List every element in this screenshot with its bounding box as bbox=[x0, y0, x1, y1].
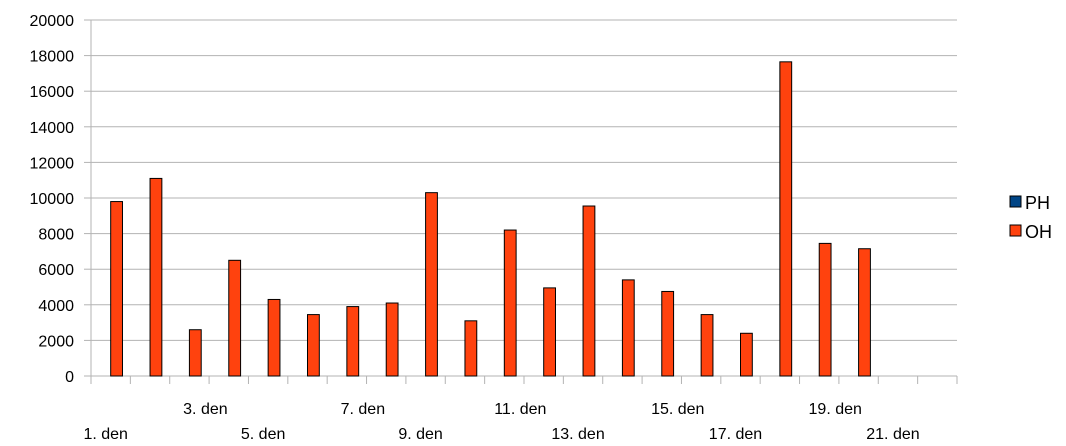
x-tick-label: 21. den bbox=[866, 426, 919, 441]
bar-oh bbox=[779, 61, 793, 377]
bar-oh bbox=[700, 314, 714, 377]
y-tick-label: 2000 bbox=[38, 333, 74, 350]
x-tick-label: 9. den bbox=[398, 426, 442, 441]
x-tick-label: 15. den bbox=[651, 401, 704, 418]
y-tick-label: 12000 bbox=[30, 155, 75, 172]
bar-oh bbox=[346, 306, 360, 377]
bar-oh bbox=[818, 242, 832, 377]
bar-oh bbox=[385, 302, 399, 377]
y-tick-label: 4000 bbox=[38, 298, 74, 315]
bar-oh bbox=[425, 192, 438, 377]
y-tick-label: 18000 bbox=[30, 49, 75, 66]
bar-oh bbox=[267, 298, 281, 377]
bar-oh bbox=[228, 259, 242, 377]
legend-label-oh: OH bbox=[1025, 222, 1052, 242]
bar-oh bbox=[858, 248, 871, 377]
legend-swatch-ph bbox=[1009, 195, 1022, 208]
legend-swatch-oh bbox=[1009, 224, 1022, 237]
legend-label-ph: PH bbox=[1025, 193, 1050, 213]
y-tick-label: 0 bbox=[65, 369, 74, 386]
legend: PH OH bbox=[1009, 193, 1052, 242]
y-tick-label: 14000 bbox=[30, 120, 75, 137]
x-tick-label: 17. den bbox=[709, 426, 762, 441]
bar-oh bbox=[307, 314, 320, 377]
bar-oh bbox=[110, 201, 123, 377]
x-tick-label: 5. den bbox=[241, 426, 285, 441]
x-tick-label: 3. den bbox=[183, 401, 227, 418]
x-tick-label: 7. den bbox=[341, 401, 385, 418]
y-tick-label: 10000 bbox=[30, 191, 75, 208]
bar-oh bbox=[582, 205, 596, 377]
y-tick-label: 6000 bbox=[38, 262, 74, 279]
tick-labels: 0 2000 4000 6000 8000 10000 12000 14000 16000 180… bbox=[30, 13, 920, 443]
x-tick-label: 13. den bbox=[551, 426, 604, 441]
x-tick-label: 19. den bbox=[809, 401, 862, 418]
x-tick-label: 1. den bbox=[83, 426, 127, 441]
bar-oh bbox=[543, 287, 556, 377]
bar-oh bbox=[464, 320, 478, 377]
bar-oh bbox=[740, 332, 753, 377]
bar-oh bbox=[188, 329, 202, 377]
y-tick-label: 20000 bbox=[30, 13, 75, 30]
bar-oh bbox=[661, 290, 675, 377]
bar-oh bbox=[503, 229, 517, 377]
x-tick-label: 11. den bbox=[494, 401, 546, 418]
bar-oh bbox=[149, 177, 163, 377]
bar-oh bbox=[621, 279, 635, 377]
bars bbox=[110, 61, 871, 377]
y-tick-label: 16000 bbox=[30, 84, 75, 101]
y-tick-label: 8000 bbox=[38, 227, 74, 244]
